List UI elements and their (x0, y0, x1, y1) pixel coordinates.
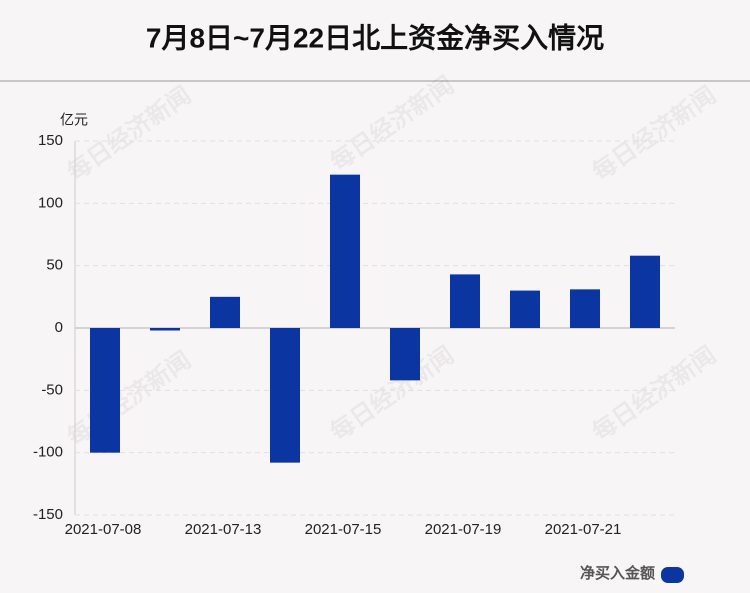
x-tick-label: 2021-07-19 (425, 521, 502, 538)
y-tick-label: -150 (33, 506, 63, 523)
y-tick-label: -50 (41, 381, 63, 398)
x-tick-label: 2021-07-21 (545, 521, 622, 538)
bar (510, 290, 540, 328)
y-tick-label: 0 (55, 319, 63, 336)
bar (90, 328, 120, 453)
chart-title: 7月8日~7月22日北上资金净买入情况 (146, 21, 604, 53)
legend-label: 净买入金额 (580, 564, 655, 582)
bar (210, 296, 240, 328)
y-tick-label: 50 (46, 257, 63, 274)
y-tick-label: 100 (38, 194, 63, 211)
bar (270, 328, 300, 463)
bar (150, 328, 180, 331)
y-tick-label: 150 (38, 132, 63, 149)
bar (630, 255, 660, 328)
bar (390, 328, 420, 381)
y-tick-label: -100 (33, 444, 63, 461)
bar (570, 289, 600, 328)
bar (450, 274, 480, 328)
x-tick-label: 2021-07-13 (185, 521, 262, 538)
x-tick-label: 2021-07-15 (305, 521, 382, 538)
bar (330, 174, 360, 328)
legend-swatch (661, 567, 684, 583)
x-tick-label: 2021-07-08 (65, 521, 142, 538)
y-unit: 亿元 (60, 112, 88, 128)
